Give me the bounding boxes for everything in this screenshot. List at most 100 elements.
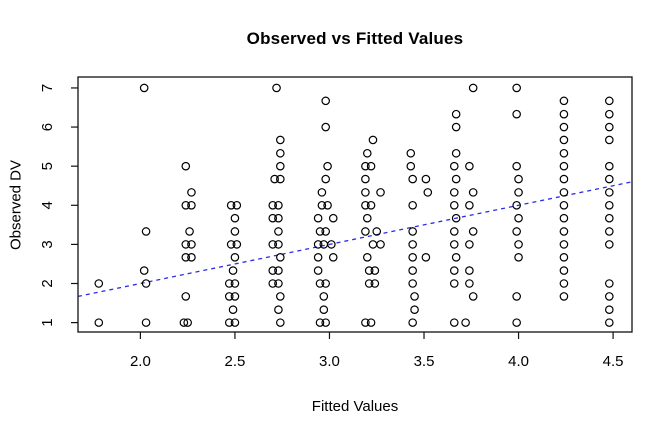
data-point — [559, 266, 569, 275]
chart-title: Observed vs Fitted Values — [246, 29, 464, 48]
data-point — [276, 292, 285, 301]
data-point — [406, 161, 416, 171]
data-point — [408, 266, 417, 275]
data-point — [605, 109, 614, 119]
data-point — [361, 161, 370, 171]
data-point — [315, 279, 325, 288]
data-point — [559, 240, 569, 249]
data-point — [364, 266, 374, 275]
data-point — [559, 135, 569, 145]
data-point — [514, 213, 523, 223]
data-point — [141, 318, 151, 327]
data-point — [368, 135, 378, 145]
data-point — [512, 83, 521, 93]
data-point — [361, 200, 370, 210]
data-point — [224, 279, 234, 288]
data-point — [366, 161, 376, 171]
data-point — [605, 188, 614, 197]
data-point — [274, 227, 283, 236]
data-point — [94, 279, 104, 288]
data-point — [370, 279, 380, 288]
data-point — [230, 252, 240, 262]
data-point — [559, 200, 569, 210]
data-point — [368, 240, 378, 249]
data-point — [423, 188, 433, 197]
data-point — [408, 318, 417, 327]
data-point — [276, 161, 285, 171]
data-point — [514, 240, 523, 249]
data-point — [449, 200, 459, 210]
data-point — [451, 213, 461, 223]
data-point — [181, 292, 191, 301]
data-point — [319, 305, 329, 315]
data-point — [228, 266, 238, 275]
data-point — [268, 240, 278, 249]
data-point — [512, 318, 521, 327]
y-tick-label: 3 — [39, 240, 56, 248]
data-point — [512, 109, 521, 119]
data-point — [230, 292, 240, 301]
data-point — [451, 174, 461, 184]
data-point — [268, 266, 278, 275]
data-point — [328, 213, 338, 223]
data-point — [605, 200, 614, 210]
data-point — [224, 292, 234, 301]
data-point — [272, 83, 281, 93]
data-point — [465, 161, 474, 171]
data-point — [605, 161, 614, 171]
data-point — [449, 279, 459, 288]
data-point — [270, 174, 279, 184]
x-axis-label: Fitted Values — [311, 398, 399, 415]
data-point — [408, 279, 417, 288]
data-point — [274, 305, 283, 315]
data-point — [514, 188, 523, 197]
data-point — [315, 227, 325, 236]
x-tick-label: 2.5 — [225, 353, 246, 370]
data-point — [139, 83, 149, 93]
data-point — [605, 318, 614, 327]
data-point — [468, 227, 478, 236]
data-point — [559, 174, 569, 184]
data-point — [451, 122, 461, 132]
data-point — [465, 200, 474, 210]
data-point — [226, 240, 236, 249]
data-point — [512, 227, 521, 236]
data-point — [313, 240, 323, 249]
data-point — [605, 240, 614, 249]
data-point — [319, 240, 329, 249]
data-point — [187, 188, 196, 197]
data-point — [274, 266, 283, 275]
data-point — [274, 240, 283, 249]
data-point — [605, 213, 614, 223]
data-point — [410, 305, 419, 315]
data-point — [187, 240, 196, 249]
data-point — [421, 174, 431, 184]
data-point — [559, 96, 569, 106]
data-point — [228, 305, 238, 315]
y-tick-label: 6 — [39, 123, 56, 131]
data-point — [361, 188, 370, 197]
data-point — [181, 240, 191, 249]
data-point — [141, 279, 151, 288]
data-point — [323, 200, 332, 210]
data-point — [408, 174, 417, 184]
data-point — [181, 200, 191, 210]
data-point — [559, 292, 569, 301]
data-point — [268, 200, 278, 210]
data-point — [362, 252, 372, 262]
data-point — [559, 279, 569, 288]
data-point — [370, 266, 380, 275]
data-point — [328, 252, 338, 262]
data-point — [185, 227, 194, 236]
data-point — [559, 109, 569, 119]
data-point — [468, 292, 478, 301]
data-point — [327, 240, 336, 249]
data-point — [559, 213, 569, 223]
data-point — [468, 83, 478, 93]
data-point — [605, 292, 614, 301]
data-point — [559, 188, 569, 197]
data-point — [230, 213, 240, 223]
x-tick-label: 3.0 — [319, 353, 340, 370]
data-point — [408, 227, 417, 236]
